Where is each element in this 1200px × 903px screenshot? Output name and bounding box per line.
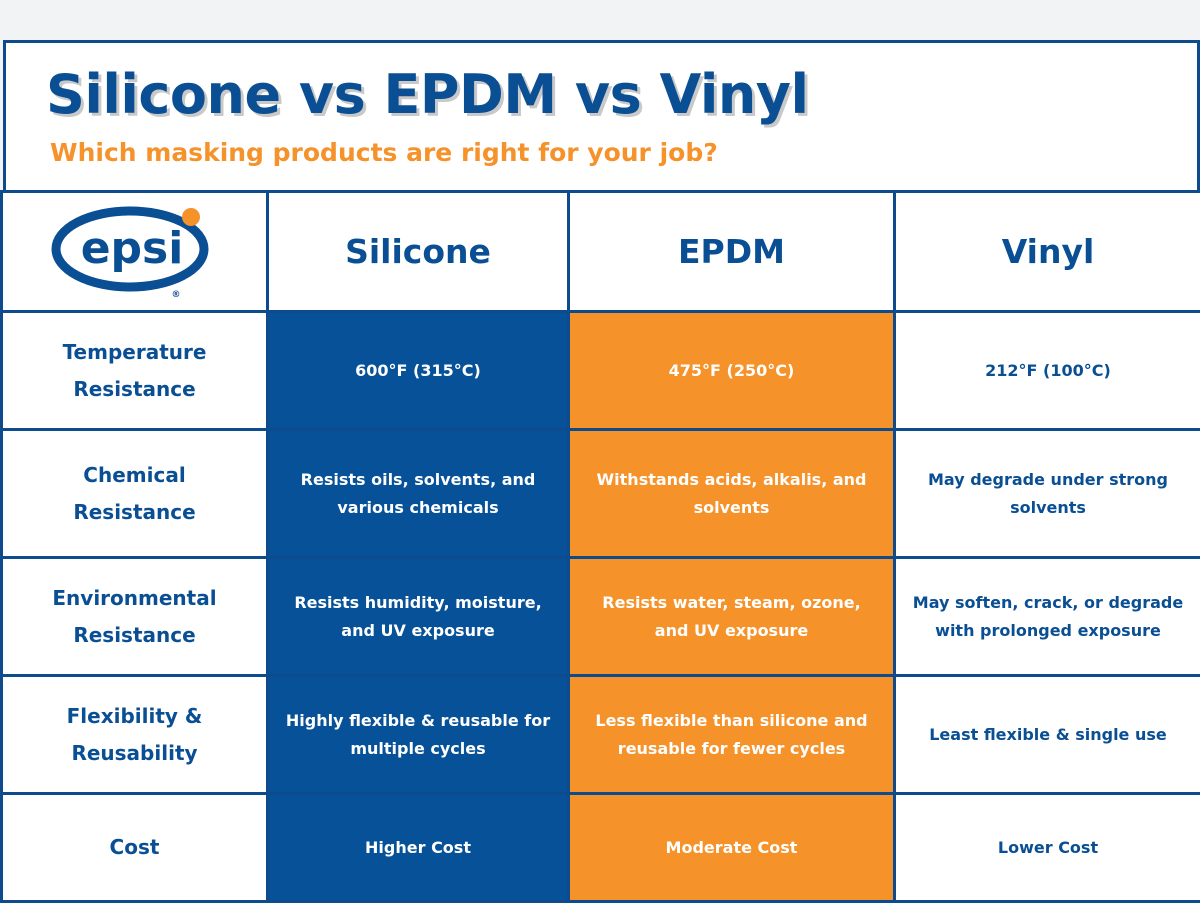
cell-epdm: Resists water, steam, ozone, and UV expo… — [569, 558, 895, 676]
column-header-epdm: EPDM — [569, 192, 895, 312]
cell-vinyl: 212°F (100°C) — [895, 312, 1200, 430]
column-header-vinyl: Vinyl — [895, 192, 1200, 312]
registered-mark: ® — [171, 290, 180, 300]
table-row: Flexibility & Reusability Highly flexibl… — [2, 676, 1200, 794]
table-row: Cost Higher Cost Moderate Cost Lower Cos… — [2, 794, 1200, 902]
epsi-logo: epsi ® — [50, 197, 220, 307]
header-panel: Silicone vs EPDM vs Vinyl Which masking … — [3, 40, 1200, 193]
row-label-environmental: Environmental Resistance — [2, 558, 268, 676]
logo-cell: epsi ® — [2, 192, 268, 312]
cell-silicone: Higher Cost — [268, 794, 569, 902]
cell-silicone: Resists oils, solvents, and various chem… — [268, 430, 569, 558]
cell-vinyl: Lower Cost — [895, 794, 1200, 902]
cell-epdm: Moderate Cost — [569, 794, 895, 902]
table-header-row: epsi ® Silicone EPDM Vinyl — [2, 192, 1200, 312]
epsi-logo-icon: epsi ® — [50, 197, 220, 307]
table-row: Chemical Resistance Resists oils, solven… — [2, 430, 1200, 558]
row-label-flexibility: Flexibility & Reusability — [2, 676, 268, 794]
cell-epdm: 475°F (250°C) — [569, 312, 895, 430]
cell-silicone: 600°F (315°C) — [268, 312, 569, 430]
cell-vinyl: May soften, crack, or degrade with prolo… — [895, 558, 1200, 676]
row-label-cost: Cost — [2, 794, 268, 902]
cell-silicone: Resists humidity, moisture, and UV expos… — [268, 558, 569, 676]
logo-text: epsi — [80, 223, 183, 274]
cell-epdm: Less flexible than silicone and reusable… — [569, 676, 895, 794]
column-header-silicone: Silicone — [268, 192, 569, 312]
comparison-table: epsi ® Silicone EPDM Vinyl Temperature R… — [0, 190, 1200, 903]
page-title: Silicone vs EPDM vs Vinyl — [46, 63, 809, 126]
table-row: Temperature Resistance 600°F (315°C) 475… — [2, 312, 1200, 430]
row-label-chemical: Chemical Resistance — [2, 430, 268, 558]
row-label-temperature: Temperature Resistance — [2, 312, 268, 430]
page-subtitle: Which masking products are right for you… — [50, 138, 718, 167]
table-row: Environmental Resistance Resists humidit… — [2, 558, 1200, 676]
cell-vinyl: Least flexible & single use — [895, 676, 1200, 794]
logo-dot — [182, 208, 200, 226]
cell-silicone: Highly flexible & reusable for multiple … — [268, 676, 569, 794]
cell-vinyl: May degrade under strong solvents — [895, 430, 1200, 558]
cell-epdm: Withstands acids, alkalis, and solvents — [569, 430, 895, 558]
